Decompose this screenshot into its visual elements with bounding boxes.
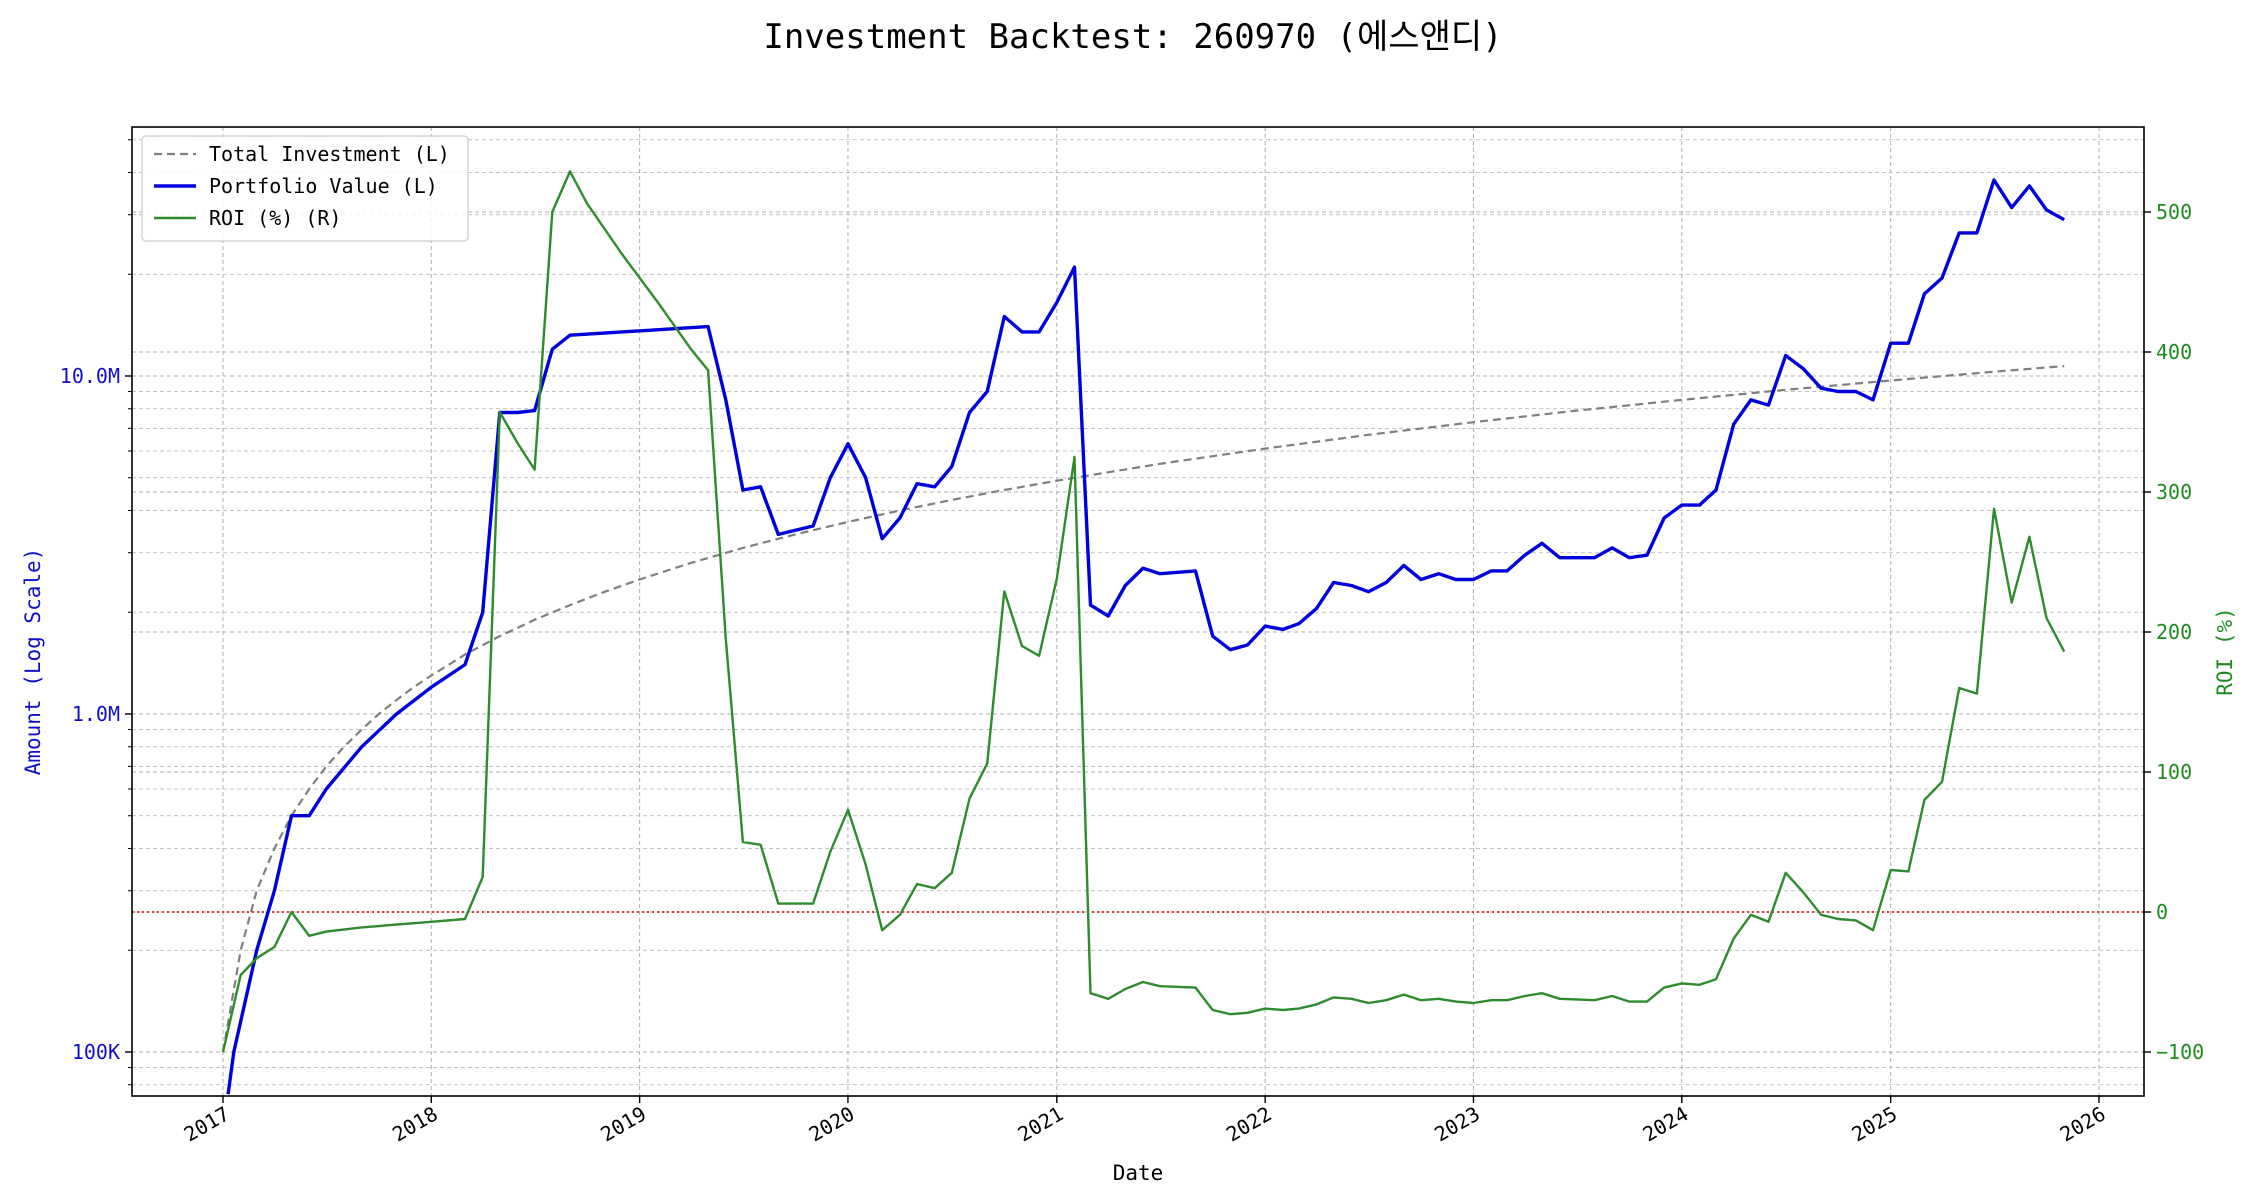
left-tick-label: 100K [72, 1040, 120, 1064]
x-tick-label: 2026 [2056, 1102, 2110, 1147]
x-axis-label: Date [1113, 1161, 1164, 1185]
legend-label: Portfolio Value (L) [209, 174, 438, 198]
left-tick-label: 1.0M [72, 702, 120, 726]
x-tick-label: 2021 [1014, 1102, 1068, 1147]
x-tick-label: 2018 [388, 1102, 442, 1147]
right-tick-label: 400 [2156, 340, 2192, 364]
legend-box [141, 135, 469, 242]
series-line-2 [221, 170, 2066, 1053]
x-tick-label: 2022 [1222, 1102, 1276, 1147]
x-axis-ticks: 2017 2018 2019 2020 2021 2022 2023 2024 2025 2026 [180, 1096, 2110, 1146]
plot-frame [131, 126, 2145, 1097]
x-tick-label: 2020 [805, 1102, 859, 1147]
legend: Total Investment (L) Portfolio Value (L) R… [141, 135, 469, 242]
left-axis-label: Amount (Log Scale) [21, 548, 45, 776]
right-tick-label: 300 [2156, 480, 2192, 504]
right-tick-label: 500 [2156, 200, 2192, 224]
right-axis-label: ROI (%) [2213, 607, 2237, 696]
right-tick-label: 200 [2156, 620, 2192, 644]
left-axis-ticks: 100K 1.0M 10.0M [60, 139, 132, 1086]
x-tick-label: 2025 [1847, 1102, 1901, 1147]
chart-title: Investment Backtest: 260970 (에스앤디) [763, 17, 1502, 57]
right-tick-label: −100 [2156, 1040, 2204, 1064]
left-tick-label: 10.0M [60, 364, 120, 388]
x-tick-label: 2024 [1639, 1102, 1693, 1147]
grid-lines [132, 127, 2144, 1096]
x-tick-label: 2023 [1430, 1102, 1484, 1147]
legend-label: Total Investment (L) [209, 142, 450, 166]
right-tick-label: 0 [2156, 900, 2168, 924]
right-axis-ticks: −100 0 100 200 300 400 500 [2144, 200, 2204, 1064]
x-tick-label: 2019 [596, 1102, 650, 1147]
series-lines [221, 170, 2066, 1095]
legend-label: ROI (%) (R) [209, 206, 341, 230]
x-tick-label: 2017 [180, 1102, 234, 1147]
series-line-1 [226, 178, 2066, 1095]
series-line-0 [221, 365, 2065, 1053]
right-tick-label: 100 [2156, 760, 2192, 784]
